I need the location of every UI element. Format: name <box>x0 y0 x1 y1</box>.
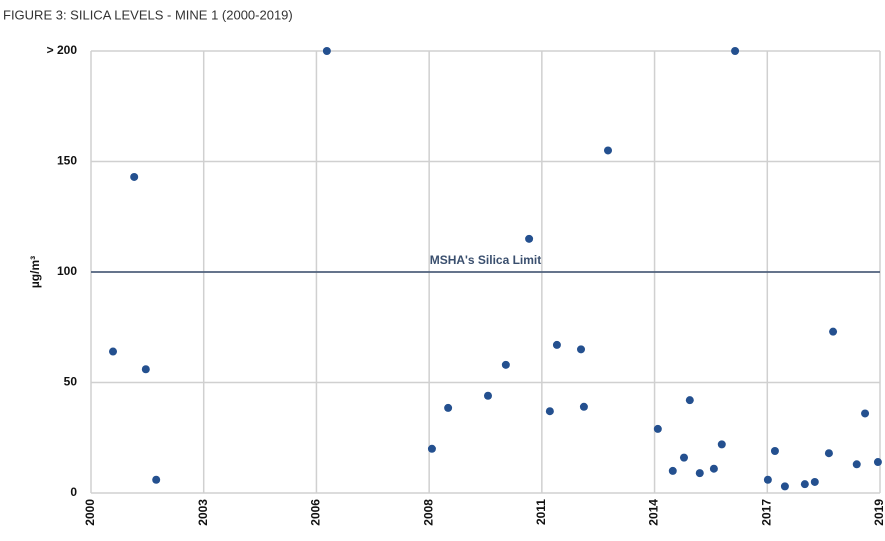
x-tick-label: 2003 <box>196 499 210 526</box>
data-point <box>525 234 534 243</box>
x-tick-label: 2008 <box>421 499 435 526</box>
data-point <box>444 403 453 412</box>
data-point <box>604 146 613 155</box>
data-point <box>852 460 861 469</box>
reference-label: MSHA's Silica Limit <box>430 253 542 267</box>
y-axis-label: µg/m³ <box>28 256 42 288</box>
data-point <box>577 345 586 354</box>
y-tick-label: 150 <box>57 154 77 168</box>
data-point <box>717 440 726 449</box>
data-point <box>579 402 588 411</box>
data-point <box>545 407 554 416</box>
x-tick-label: 2017 <box>759 499 773 526</box>
data-point <box>763 475 772 484</box>
data-point <box>824 449 833 458</box>
x-tick-label: 2006 <box>309 499 323 526</box>
x-tick-label: 2014 <box>647 499 661 526</box>
x-tick-label: 2019 <box>872 499 885 526</box>
y-tick-label: 100 <box>57 264 77 278</box>
data-point <box>709 464 718 473</box>
data-point <box>780 482 789 491</box>
data-point <box>829 327 838 336</box>
x-tick-label: 2000 <box>83 499 97 526</box>
data-point <box>483 391 492 400</box>
x-tick-label: 2011 <box>534 499 548 525</box>
data-point <box>770 447 779 456</box>
data-point <box>501 360 510 369</box>
data-point <box>731 47 740 55</box>
data-point <box>152 475 161 484</box>
data-point <box>109 347 118 356</box>
data-point <box>130 172 139 181</box>
y-tick-label: > 200 <box>47 43 78 57</box>
y-tick-label: 50 <box>64 375 78 389</box>
data-point <box>685 396 694 405</box>
data-point <box>427 444 436 453</box>
chart-title: FIGURE 3: SILICA LEVELS - MINE 1 (2000-2… <box>3 7 293 22</box>
data-point <box>861 409 870 418</box>
y-tick-label: 0 <box>70 485 77 499</box>
data-point <box>810 477 819 486</box>
data-point <box>695 469 704 478</box>
data-point <box>873 458 882 467</box>
data-point <box>552 340 561 349</box>
data-point <box>679 453 688 462</box>
data-point <box>653 424 662 433</box>
data-point <box>668 466 677 475</box>
data-point <box>800 480 809 489</box>
data-point <box>322 47 331 55</box>
data-point <box>141 365 150 374</box>
